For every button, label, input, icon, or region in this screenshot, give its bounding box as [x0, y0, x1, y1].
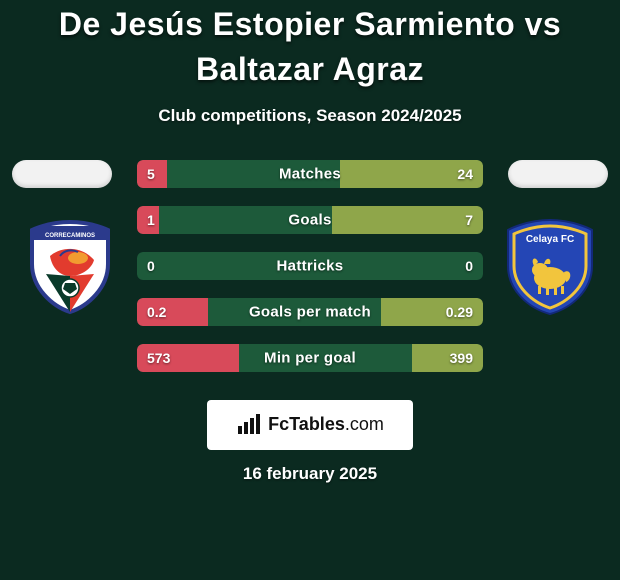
team-right-crest: Celaya FC — [500, 216, 600, 316]
logo-text-light: .com — [345, 414, 384, 434]
bar-chart-icon — [236, 414, 262, 436]
site-logo: FcTables.com — [207, 400, 413, 450]
comparison-card: De Jesús Estopier Sarmiento vs Baltazar … — [0, 0, 620, 580]
content-area: CORRECAMINOS Celaya FC — [0, 160, 620, 372]
page-title: De Jesús Estopier Sarmiento vs Baltazar … — [0, 2, 620, 92]
footer-date: 16 february 2025 — [0, 464, 620, 484]
stat-row: 573399Min per goal — [137, 344, 483, 372]
team-left-crest: CORRECAMINOS — [20, 216, 120, 316]
stat-row: 0.20.29Goals per match — [137, 298, 483, 326]
crest-left-label: CORRECAMINOS — [45, 233, 95, 239]
stat-label: Matches — [137, 165, 483, 182]
crest-left-icon: CORRECAMINOS — [20, 216, 120, 316]
stat-row: 00Hattricks — [137, 252, 483, 280]
subtitle: Club competitions, Season 2024/2025 — [0, 106, 620, 126]
stat-bars: 524Matches 17Goals 00Hattricks 0.20.29Goals… — [137, 160, 483, 372]
flag-right — [508, 160, 608, 188]
stat-row: 524Matches — [137, 160, 483, 188]
stat-row: 17Goals — [137, 206, 483, 234]
crest-right-label: Celaya FC — [526, 234, 574, 245]
logo-text-strong: FcTables — [268, 414, 345, 434]
stat-label: Goals per match — [137, 303, 483, 320]
stat-label: Hattricks — [137, 257, 483, 274]
flag-left — [12, 160, 112, 188]
crest-right-icon: Celaya FC — [500, 216, 600, 316]
stat-label: Goals — [137, 211, 483, 228]
stat-label: Min per goal — [137, 349, 483, 366]
logo-text: FcTables.com — [268, 414, 384, 435]
